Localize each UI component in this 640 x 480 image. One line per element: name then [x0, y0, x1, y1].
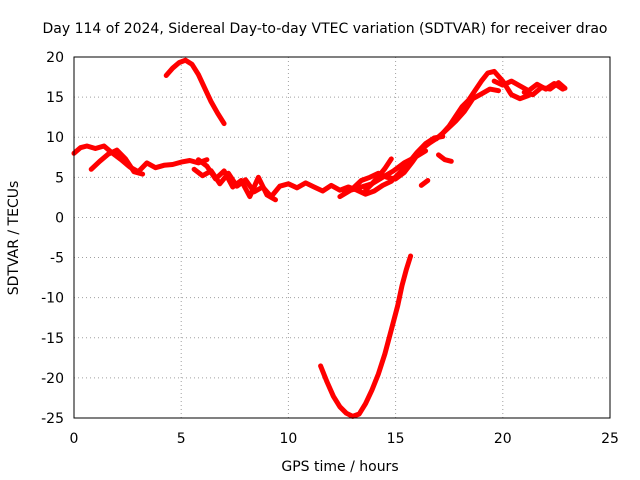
series-arc-7	[433, 68, 531, 142]
x-tick-label: 25	[601, 431, 619, 447]
y-tick-label: -25	[41, 411, 64, 427]
y-tick-label: -10	[41, 291, 64, 307]
y-tick-labels: 20 15 10 5 0 -5 -10 -15 -20 -25	[41, 50, 64, 427]
series-arc-14	[318, 253, 414, 419]
x-tick-label: 5	[177, 431, 186, 447]
chart-title: Day 114 of 2024, Sidereal Day-to-day VTE…	[42, 21, 607, 37]
series-layer	[71, 57, 568, 419]
x-axis-label: GPS time / hours	[281, 459, 398, 475]
series-arc-12	[163, 57, 227, 127]
series-arc-8	[436, 152, 454, 164]
y-tick-label: -5	[50, 251, 64, 267]
x-tick-label: 10	[279, 431, 297, 447]
gridlines	[74, 57, 610, 418]
plot-frame	[73, 56, 611, 419]
series-arc-5	[341, 86, 501, 196]
y-tick-label: 10	[46, 130, 64, 146]
series-arc-11	[521, 80, 568, 98]
series-arc-4	[195, 157, 278, 203]
y-tick-label: 0	[55, 210, 64, 226]
series-arc-13	[363, 156, 394, 193]
y-tick-label: 5	[55, 170, 64, 186]
y-axis-label: SDTVAR / TECUs	[6, 181, 22, 296]
series-arc-2	[88, 147, 146, 177]
series-arc-9	[418, 178, 431, 188]
x-tick-label: 0	[70, 431, 79, 447]
series-arc-6	[337, 148, 429, 200]
y-tick-label: 20	[46, 50, 64, 66]
y-tick-label: -20	[41, 371, 64, 387]
x-tick-label: 20	[494, 431, 512, 447]
x-tick-labels: 0 5 10 15 20 25	[70, 431, 619, 447]
y-tick-label: 15	[46, 90, 64, 106]
y-tick-label: -15	[41, 331, 64, 347]
x-tick-label: 15	[387, 431, 405, 447]
